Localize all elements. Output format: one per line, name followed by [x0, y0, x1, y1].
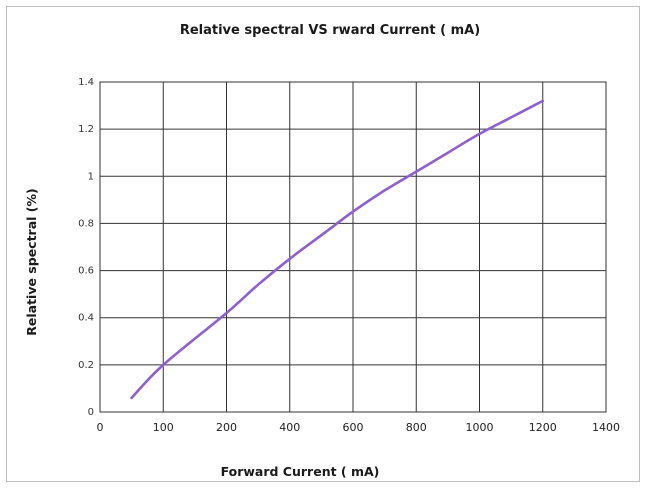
y-tick-label: 0.4	[78, 313, 94, 324]
grid	[100, 82, 606, 412]
x-tick-label: 1400	[592, 421, 620, 434]
y-tick-label: 0.8	[78, 218, 94, 229]
chart-frame	[6, 6, 640, 482]
plot-border	[99, 81, 607, 413]
y-tick-label: 1	[88, 171, 94, 182]
y-tick-label: 1.4	[78, 77, 94, 88]
x-tick-label: 400	[279, 421, 300, 434]
y-tick-label: 0.2	[78, 360, 94, 371]
y-tick-label: 0	[88, 407, 94, 418]
x-tick-label: 800	[406, 421, 427, 434]
x-axis-ticks: 0 100 200 400 600 800 1000 1200 1400	[97, 421, 621, 434]
y-tick-label: 0.6	[78, 266, 94, 277]
x-tick-label: 0	[97, 421, 104, 434]
x-tick-label: 100	[153, 421, 174, 434]
y-axis-title: Relative spectral (%)	[24, 188, 39, 336]
chart-title: Relative spectral VS rward Current ( mA)	[180, 23, 480, 38]
y-axis-ticks: 0 0.2 0.4 0.6 0.8 1 1.2 1.4	[78, 77, 94, 418]
x-tick-label: 600	[343, 421, 364, 434]
plot-area	[99, 81, 607, 413]
x-axis-title: Forward Current ( mA)	[221, 464, 380, 479]
series-group	[130, 99, 545, 400]
series-line	[130, 99, 545, 400]
x-tick-label: 200	[216, 421, 237, 434]
x-tick-label: 1200	[529, 421, 557, 434]
y-tick-label: 1.2	[78, 124, 94, 135]
x-tick-label: 1000	[466, 421, 494, 434]
